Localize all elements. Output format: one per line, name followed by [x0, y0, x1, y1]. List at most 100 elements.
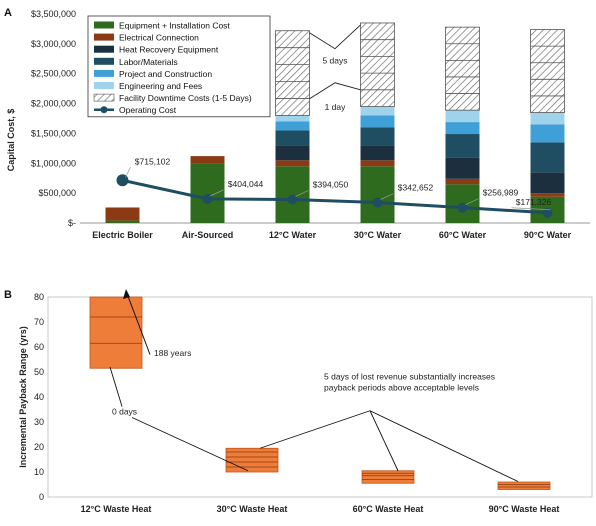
bar-segment — [360, 127, 395, 146]
y-tick-label: 10 — [34, 467, 44, 477]
y-tick-label: 60 — [34, 342, 44, 352]
x-category-label: 12°C Waste Heat — [81, 504, 152, 514]
operating-cost-point — [457, 202, 468, 213]
bar-segment — [275, 145, 310, 161]
panel-b-plot-area — [47, 296, 593, 498]
legend-line-marker — [100, 106, 108, 114]
x-category-label: 60°C Waste Heat — [353, 504, 424, 514]
y-tick-label: 50 — [34, 367, 44, 377]
five-days-leader — [369, 410, 519, 482]
bar-segment — [360, 22, 395, 107]
five-days-leader — [369, 410, 399, 471]
bar-segment — [275, 30, 310, 116]
data-label-leader — [511, 207, 551, 211]
bar-segment — [445, 157, 480, 179]
y-tick-label: $1,500,000 — [31, 128, 76, 138]
one-day-annotation: 1 day — [325, 102, 347, 112]
legend-entry: Labor/Materials — [119, 57, 178, 67]
bar-segment — [275, 160, 310, 167]
payback-range-box — [497, 481, 551, 490]
operating-cost-point — [287, 194, 298, 205]
arrow-head — [123, 289, 130, 299]
bar-segment — [105, 207, 140, 221]
payback-range-box — [225, 447, 279, 473]
panel-a-y-axis-title: Capital Cost, $ — [6, 109, 16, 172]
y-tick-label: $3,500,000 — [31, 9, 76, 19]
panel-a-plot: $- $500,000 $1,000,000 $1,500,000 $2,000,000… — [31, 9, 590, 240]
five-days-leader — [259, 410, 371, 449]
y-tick-label: 40 — [34, 392, 44, 402]
data-label-leader — [210, 189, 224, 197]
legend-entry: Engineering and Fees — [119, 81, 202, 91]
bar-segment — [530, 193, 565, 197]
annotation-5-days-line2: payback periods above acceptable levels — [324, 383, 479, 393]
x-category-label: 30°C Waste Heat — [217, 504, 288, 514]
bar-segment — [445, 134, 480, 158]
data-label-leader — [380, 193, 394, 200]
x-category-label: 12°C Water — [269, 230, 317, 240]
operating-cost-point — [202, 193, 213, 204]
bar-segment — [275, 130, 310, 146]
data-label-leader — [125, 167, 131, 178]
y-tick-label: $1,000,000 — [31, 158, 76, 168]
legend-swatch — [94, 33, 114, 41]
bar-segment — [530, 29, 565, 113]
x-category-label: 90°C Waste Heat — [489, 504, 560, 514]
y-tick-label: $- — [68, 218, 76, 228]
five-days-bracket — [309, 24, 361, 50]
legend-swatch — [94, 69, 114, 77]
operating-cost-data-label: $715,102 — [135, 156, 171, 166]
panel-a-label: A — [4, 7, 12, 19]
y-tick-label: $3,000,000 — [31, 39, 76, 49]
y-tick-label: $2,500,000 — [31, 69, 76, 79]
panel-a-legend: Equipment + Installation Cost Electrical … — [87, 15, 271, 118]
one-day-bracket — [309, 82, 361, 100]
annotation-188-years: 188 years — [154, 348, 191, 358]
operating-cost-point — [116, 174, 129, 187]
legend-entry: Heat Recovery Equipment — [119, 45, 219, 55]
operating-cost-data-label: $404,044 — [228, 179, 264, 189]
x-category-label: 60°C Water — [439, 230, 487, 240]
x-category-label: Electric Boiler — [92, 230, 153, 240]
bar-segment — [530, 112, 565, 125]
data-label-leader — [295, 190, 309, 197]
five-days-annotation: 5 days — [322, 56, 347, 66]
legend-entry: Facility Downtime Costs (1-5 Days) — [119, 93, 252, 103]
legend-swatch — [93, 93, 115, 102]
bar-segment — [275, 121, 310, 131]
operating-cost-point — [542, 207, 553, 218]
legend-entry: Operating Cost — [119, 105, 177, 115]
legend-swatch — [94, 57, 114, 65]
bar-segment — [360, 115, 395, 128]
payback-range-box — [361, 470, 415, 484]
y-tick-label: $500,000 — [38, 188, 76, 198]
x-category-label: 90°C Water — [524, 230, 572, 240]
x-category-label: 30°C Water — [354, 230, 402, 240]
y-tick-label: 70 — [34, 317, 44, 327]
bar-segment — [360, 145, 395, 161]
legend-swatch — [94, 21, 114, 29]
legend-entry: Equipment + Installation Cost — [119, 21, 230, 31]
panel-b-y-axis-title: Incremental Payback Range (yrs) — [18, 326, 28, 468]
panel-b-plot: 0 10 20 30 40 50 60 70 80 12°C Waste Heat 30°C Was… — [34, 289, 593, 514]
y-tick-label: 30 — [34, 417, 44, 427]
bar-segment — [105, 220, 140, 223]
bar-segment — [360, 166, 395, 223]
operating-cost-data-label: $342,652 — [398, 183, 434, 193]
payback-range-box — [89, 296, 143, 369]
bar-segment — [275, 115, 310, 122]
operating-cost-data-label: $256,989 — [483, 188, 519, 198]
bar-segment — [445, 122, 480, 135]
operating-cost-line — [122, 178, 548, 215]
bar-segment — [360, 106, 395, 116]
y-tick-label: 0 — [39, 492, 44, 502]
data-label-leader — [465, 198, 479, 205]
arrow-188-years — [125, 290, 151, 355]
bar-segment — [190, 163, 225, 223]
bar-segment — [360, 160, 395, 167]
legend-box — [87, 15, 271, 118]
bar-segment — [445, 26, 480, 111]
operating-cost-point — [372, 197, 383, 208]
y-tick-label: $2,000,000 — [31, 99, 76, 109]
operating-cost-data-label: $171,326 — [516, 197, 552, 207]
